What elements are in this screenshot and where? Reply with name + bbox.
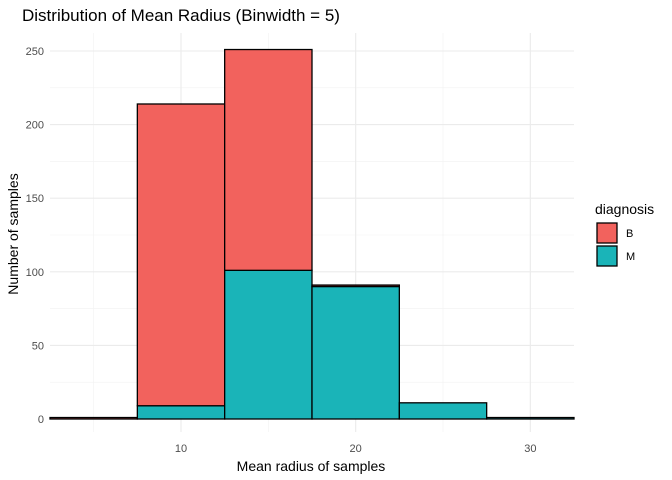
bar-M-bin-15 bbox=[224, 269, 313, 420]
y-tick-label: 150 bbox=[26, 193, 44, 205]
bar-B-bin-15 bbox=[224, 48, 313, 271]
chart-title: Distribution of Mean Radius (Binwidth = … bbox=[22, 6, 340, 25]
bar-M-bin-20 bbox=[311, 285, 400, 420]
legend-key-M bbox=[596, 245, 618, 267]
y-tick-label: 100 bbox=[26, 267, 44, 279]
y-axis-title: Number of samples bbox=[5, 173, 21, 294]
bar-M-bin-10 bbox=[136, 405, 226, 420]
legend-label-M: M bbox=[626, 251, 635, 263]
legend: diagnosis BM bbox=[595, 201, 654, 267]
bar-B-bin-5 bbox=[49, 416, 138, 420]
y-tick-label: 50 bbox=[32, 340, 44, 352]
legend-title: diagnosis bbox=[595, 201, 654, 217]
legend-label-B: B bbox=[626, 228, 633, 240]
x-axis-title: Mean radius of samples bbox=[237, 458, 386, 474]
bar-B-bin-10 bbox=[136, 103, 226, 407]
legend-key-B bbox=[596, 222, 618, 244]
y-tick-label: 0 bbox=[38, 414, 44, 426]
y-tick-label: 250 bbox=[26, 46, 44, 58]
bar-B-bin-20 bbox=[311, 284, 400, 288]
bar-M-bin-30 bbox=[486, 416, 575, 420]
bar-M-bin-25 bbox=[398, 402, 488, 420]
x-axis-ticks: 10 20 30 bbox=[175, 443, 537, 455]
x-tick-label: 30 bbox=[524, 443, 536, 455]
y-tick-label: 200 bbox=[26, 120, 44, 132]
y-axis-ticks: 0 50 100 150 200 250 bbox=[26, 46, 44, 426]
x-tick-label: 20 bbox=[350, 443, 362, 455]
bars bbox=[49, 48, 575, 420]
x-tick-label: 10 bbox=[175, 443, 187, 455]
